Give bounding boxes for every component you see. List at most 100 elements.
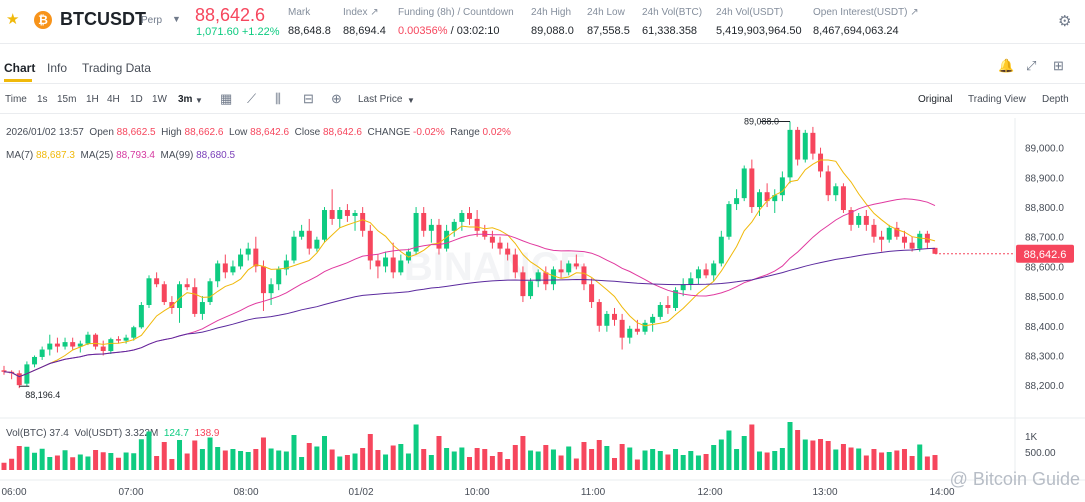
chevron-down-icon[interactable]: ▼	[195, 96, 203, 105]
candle-body	[421, 212, 427, 231]
candle-body	[146, 278, 152, 306]
candle-body	[825, 171, 831, 196]
tab-chart[interactable]: Chart	[4, 61, 36, 75]
candle-body	[886, 227, 892, 240]
volume-bar	[566, 446, 572, 470]
price-change: 1,071.60 +1.22%	[196, 26, 280, 38]
volume-bar	[413, 424, 419, 470]
candle-body	[131, 327, 137, 338]
stat-label: 24h Vol(USDT)	[716, 7, 784, 18]
candle-body	[764, 192, 770, 202]
interval-1w[interactable]: 1W	[152, 94, 167, 105]
external-link-icon[interactable]: ↗	[370, 7, 379, 18]
candle-body	[306, 230, 312, 249]
volume-bar	[467, 457, 472, 470]
favorite-star-icon[interactable]: ★	[6, 11, 20, 28]
candle-body	[520, 272, 526, 297]
volume-tick-label: 1K	[1025, 432, 1038, 443]
volume-bar	[611, 458, 617, 470]
volume-bar	[474, 448, 480, 470]
interval-1s[interactable]: 1s	[37, 94, 48, 105]
tab-trading-data[interactable]: Trading Data	[82, 61, 151, 75]
candle-body	[459, 212, 465, 222]
indicator-icon[interactable]: ⊟	[303, 91, 314, 106]
candle-body	[329, 210, 335, 219]
crosshair-icon[interactable]: ⊕	[331, 91, 342, 106]
interval-15m[interactable]: 15m	[57, 94, 77, 105]
volume-bar	[253, 449, 259, 470]
chevron-down-icon[interactable]: ▼	[407, 96, 415, 105]
volume-bar	[32, 452, 38, 470]
x-tick-label: 06:00	[1, 487, 26, 498]
volume-bar	[459, 447, 465, 470]
volume-bar	[131, 453, 137, 470]
volume-tick-label: 500.00	[1025, 448, 1056, 459]
candle-body	[779, 177, 785, 196]
view-depth[interactable]: Depth	[1042, 94, 1069, 105]
candle-body	[833, 186, 839, 196]
candle-body	[619, 319, 625, 338]
symbol-name[interactable]: BTCUSDT	[60, 9, 146, 29]
candle-body	[154, 278, 160, 285]
line-chart-icon[interactable]: ⟋	[247, 91, 257, 106]
candle-body	[192, 287, 198, 314]
candle-body	[749, 168, 755, 208]
chart-toolbar: Time 1s 15m 1H 4H 1D 1W 3m ▼ ▦ ⟋ ⫼ ⊟ ⊕ L…	[0, 88, 1085, 114]
candle-body	[924, 233, 930, 243]
interval-3m[interactable]: 3m	[178, 94, 193, 105]
layout-grid-icon[interactable]: ⊞	[1053, 58, 1064, 73]
candle-body	[70, 342, 76, 347]
candle-body	[932, 247, 938, 254]
candle-body	[39, 349, 45, 357]
chevron-down-icon[interactable]: ▼	[172, 14, 181, 24]
volume-bar	[741, 436, 747, 470]
volume-bar	[886, 452, 892, 470]
volume-bar	[398, 444, 404, 470]
candle-body	[184, 284, 190, 288]
candle-body	[344, 210, 350, 216]
tab-info[interactable]: Info	[47, 61, 68, 75]
price-type-select[interactable]: Last Price	[358, 94, 403, 105]
stat-value: 8,467,694,063.24	[813, 25, 899, 37]
interval-time[interactable]: Time	[5, 94, 27, 105]
candlestick-icon[interactable]: ⫼	[275, 91, 281, 106]
alert-bell-icon[interactable]: 🔔	[998, 58, 1015, 73]
volume-bar	[589, 449, 595, 470]
ma99-line	[3, 247, 936, 378]
volume-bar	[352, 453, 358, 470]
candle-body	[810, 132, 816, 154]
interval-1h[interactable]: 1H	[86, 94, 99, 105]
candle-body	[673, 290, 679, 308]
calendar-icon[interactable]: ▦	[220, 91, 233, 106]
stat-open-interest[interactable]: Open Interest(USDT) ↗ 8,467,694,063.24	[813, 7, 919, 37]
expand-icon[interactable]: ⤢	[1026, 58, 1037, 73]
stat-index[interactable]: Index ↗ 88,694.4	[343, 7, 386, 37]
volume-bar	[85, 456, 91, 470]
stat-value: 5,419,903,964.50	[716, 25, 802, 37]
x-tick-label: 01/02	[348, 487, 373, 498]
volume-bar	[688, 451, 694, 470]
candle-body	[741, 168, 747, 199]
y-tick-label: 88,400.0	[1025, 322, 1064, 333]
view-original[interactable]: Original	[918, 94, 953, 105]
volume-bar	[756, 451, 762, 470]
candle-body	[596, 302, 602, 326]
interval-1d[interactable]: 1D	[130, 94, 143, 105]
settings-gear-icon[interactable]: ⚙	[1058, 13, 1072, 30]
volume-bar	[726, 430, 732, 470]
interval-4h[interactable]: 4H	[107, 94, 120, 105]
volume-bar	[497, 452, 503, 470]
candle-body	[207, 281, 213, 303]
candle-body	[367, 230, 373, 261]
volume-bar	[93, 450, 99, 470]
view-trading-view[interactable]: Trading View	[968, 94, 1026, 105]
volume-bar	[802, 439, 808, 470]
volume-bar	[932, 455, 938, 470]
stat-mark: Mark 88,648.8	[288, 7, 331, 37]
candle-body	[901, 236, 907, 243]
external-link-icon[interactable]: ↗	[910, 7, 919, 18]
stat-funding: Funding (8h) / Countdown 0.00356% / 03:0…	[398, 7, 514, 37]
volume-bar	[115, 457, 121, 470]
candle-body	[360, 212, 366, 231]
